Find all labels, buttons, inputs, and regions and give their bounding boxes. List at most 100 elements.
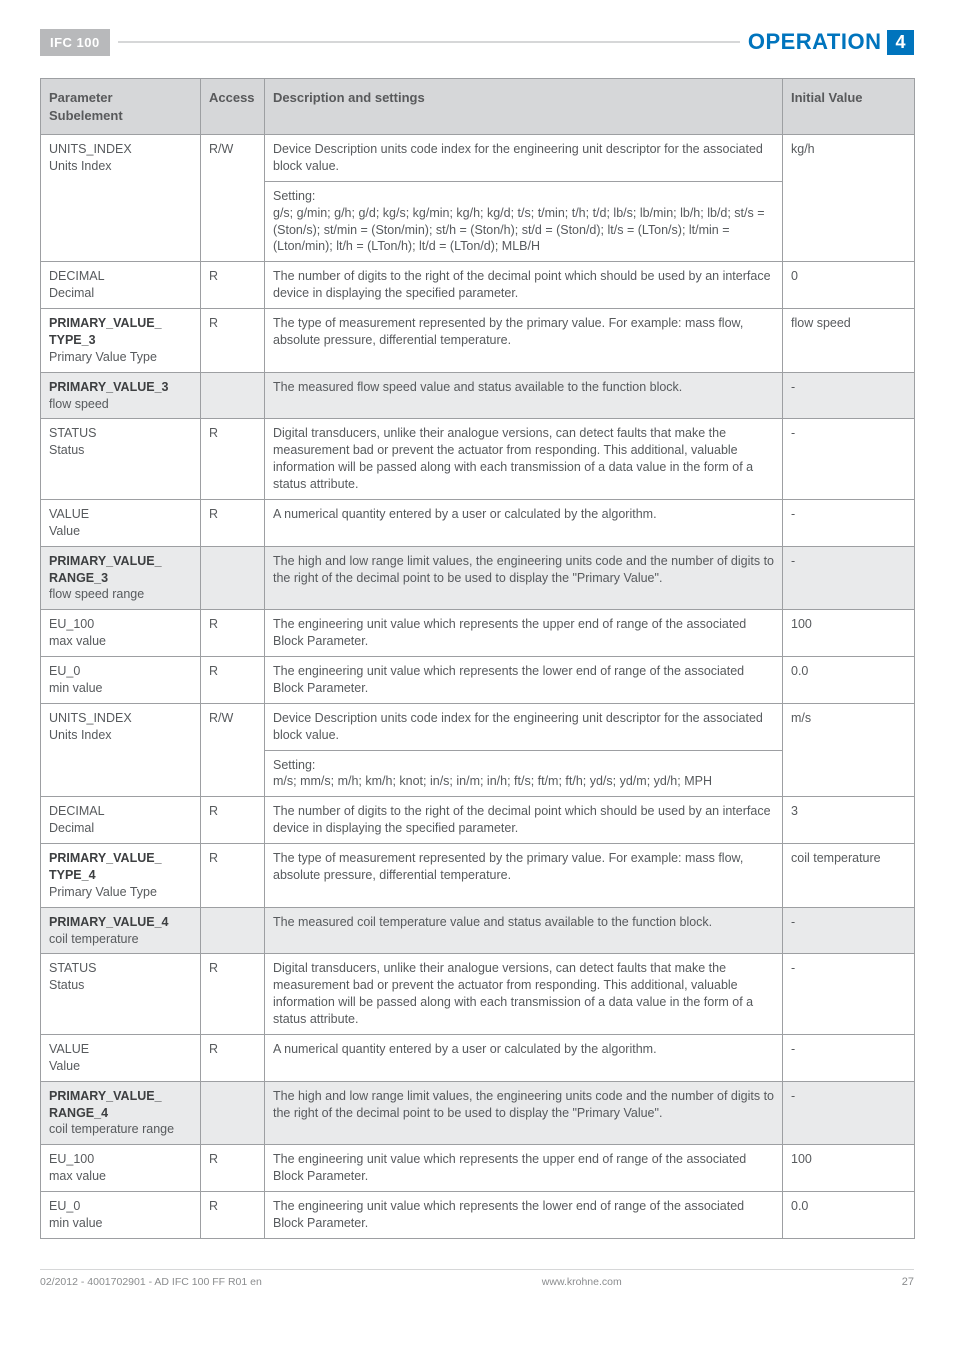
footer-pageno: 27 bbox=[902, 1276, 914, 1288]
cell-access bbox=[201, 546, 265, 610]
table-row: UNITS_INDEXUnits IndexR/WDevice Descript… bbox=[41, 703, 915, 750]
table-row: PRIMARY_VALUE_4coil temperature The measu… bbox=[41, 907, 915, 954]
cell-desc: Device Description units code index for … bbox=[265, 703, 783, 750]
page-header: IFC 100 OPERATION 4 bbox=[40, 28, 914, 56]
cell-param: DECIMALDecimal bbox=[41, 262, 201, 309]
table-header-row: ParameterSubelement Access Description a… bbox=[41, 79, 915, 135]
ifc-tag: IFC 100 bbox=[40, 29, 110, 56]
cell-initial: - bbox=[783, 1081, 915, 1145]
cell-initial: - bbox=[783, 372, 915, 419]
table-row: VALUEValueRA numerical quantity entered … bbox=[41, 1034, 915, 1081]
table-row: VALUEValueRA numerical quantity entered … bbox=[41, 499, 915, 546]
table-row: DECIMALDecimalRThe number of digits to t… bbox=[41, 797, 915, 844]
table-row: PRIMARY_VALUE_RANGE_3flow speed range The… bbox=[41, 546, 915, 610]
parameter-table: ParameterSubelement Access Description a… bbox=[40, 78, 915, 1239]
cell-desc: The measured coil temperature value and … bbox=[265, 907, 783, 954]
cell-initial: 0 bbox=[783, 262, 915, 309]
cell-param: EU_0min value bbox=[41, 1192, 201, 1239]
operation-text: OPERATION bbox=[748, 29, 882, 55]
col-initial: Initial Value bbox=[783, 79, 915, 135]
cell-access bbox=[201, 1081, 265, 1145]
cell-initial: - bbox=[783, 954, 915, 1035]
cell-access: R bbox=[201, 657, 265, 704]
cell-param: UNITS_INDEXUnits Index bbox=[41, 703, 201, 797]
cell-access: R/W bbox=[201, 703, 265, 797]
cell-param: STATUSStatus bbox=[41, 419, 201, 500]
cell-initial: 100 bbox=[783, 610, 915, 657]
cell-desc: The type of measurement represented by t… bbox=[265, 309, 783, 373]
table-row: EU_100max valueRThe engineering unit val… bbox=[41, 610, 915, 657]
cell-param: PRIMARY_VALUE_RANGE_3flow speed range bbox=[41, 546, 201, 610]
table-row: UNITS_INDEXUnits IndexR/WDevice Descript… bbox=[41, 135, 915, 182]
cell-desc: The engineering unit value which represe… bbox=[265, 1145, 783, 1192]
cell-desc: Device Description units code index for … bbox=[265, 135, 783, 182]
cell-desc: The type of measurement represented by t… bbox=[265, 844, 783, 908]
footer-center: www.krohne.com bbox=[542, 1276, 622, 1288]
cell-param: PRIMARY_VALUE_3flow speed bbox=[41, 372, 201, 419]
table-row: STATUSStatusRDigital transducers, unlike… bbox=[41, 419, 915, 500]
cell-desc: The measured flow speed value and status… bbox=[265, 372, 783, 419]
cell-param: PRIMARY_VALUE_TYPE_3Primary Value Type bbox=[41, 309, 201, 373]
cell-access: R/W bbox=[201, 135, 265, 262]
cell-param: PRIMARY_VALUE_TYPE_4Primary Value Type bbox=[41, 844, 201, 908]
cell-access: R bbox=[201, 1145, 265, 1192]
cell-desc: The number of digits to the right of the… bbox=[265, 797, 783, 844]
table-row: EU_0min valueRThe engineering unit value… bbox=[41, 1192, 915, 1239]
col-param: ParameterSubelement bbox=[41, 79, 201, 135]
header-rule bbox=[118, 41, 740, 43]
cell-desc: The number of digits to the right of the… bbox=[265, 262, 783, 309]
cell-desc: The engineering unit value which represe… bbox=[265, 610, 783, 657]
cell-initial: - bbox=[783, 419, 915, 500]
cell-access bbox=[201, 372, 265, 419]
cell-param: EU_100max value bbox=[41, 610, 201, 657]
cell-initial: 0.0 bbox=[783, 1192, 915, 1239]
cell-access: R bbox=[201, 1034, 265, 1081]
cell-desc: A numerical quantity entered by a user o… bbox=[265, 1034, 783, 1081]
cell-initial: - bbox=[783, 1034, 915, 1081]
cell-desc: A numerical quantity entered by a user o… bbox=[265, 499, 783, 546]
table-row: EU_100max valueRThe engineering unit val… bbox=[41, 1145, 915, 1192]
col-desc: Description and settings bbox=[265, 79, 783, 135]
page-footer: 02/2012 - 4001702901 - AD IFC 100 FF R01… bbox=[40, 1269, 914, 1288]
cell-param: PRIMARY_VALUE_4coil temperature bbox=[41, 907, 201, 954]
cell-initial: flow speed bbox=[783, 309, 915, 373]
cell-param: VALUEValue bbox=[41, 1034, 201, 1081]
table-row: PRIMARY_VALUE_3flow speed The measured fl… bbox=[41, 372, 915, 419]
section-number: 4 bbox=[887, 30, 914, 55]
cell-access: R bbox=[201, 610, 265, 657]
table-row: EU_0min valueRThe engineering unit value… bbox=[41, 657, 915, 704]
cell-param: EU_100max value bbox=[41, 1145, 201, 1192]
cell-initial: 0.0 bbox=[783, 657, 915, 704]
cell-access: R bbox=[201, 797, 265, 844]
page: IFC 100 OPERATION 4 ParameterSubelement … bbox=[0, 28, 954, 1288]
cell-access bbox=[201, 907, 265, 954]
cell-desc: Digital transducers, unlike their analog… bbox=[265, 419, 783, 500]
cell-initial: 3 bbox=[783, 797, 915, 844]
cell-access: R bbox=[201, 954, 265, 1035]
cell-access: R bbox=[201, 499, 265, 546]
cell-desc: Setting:m/s; mm/s; m/h; km/h; knot; in/s… bbox=[265, 750, 783, 797]
table-row: PRIMARY_VALUE_RANGE_4coil temperature ra… bbox=[41, 1081, 915, 1145]
cell-initial: - bbox=[783, 546, 915, 610]
cell-access: R bbox=[201, 1192, 265, 1239]
cell-initial: kg/h bbox=[783, 135, 915, 262]
cell-param: DECIMALDecimal bbox=[41, 797, 201, 844]
cell-desc: The high and low range limit values, the… bbox=[265, 1081, 783, 1145]
table-row: PRIMARY_VALUE_TYPE_3Primary Value TypeRT… bbox=[41, 309, 915, 373]
footer-left: 02/2012 - 4001702901 - AD IFC 100 FF R01… bbox=[40, 1276, 262, 1288]
cell-param: UNITS_INDEXUnits Index bbox=[41, 135, 201, 262]
cell-access: R bbox=[201, 844, 265, 908]
cell-initial: m/s bbox=[783, 703, 915, 797]
operation-title: OPERATION 4 bbox=[748, 29, 914, 55]
cell-desc: The engineering unit value which represe… bbox=[265, 657, 783, 704]
cell-desc: Digital transducers, unlike their analog… bbox=[265, 954, 783, 1035]
cell-access: R bbox=[201, 262, 265, 309]
cell-initial: coil temperature bbox=[783, 844, 915, 908]
cell-access: R bbox=[201, 309, 265, 373]
cell-desc: The engineering unit value which represe… bbox=[265, 1192, 783, 1239]
cell-desc: The high and low range limit values, the… bbox=[265, 546, 783, 610]
cell-param: PRIMARY_VALUE_RANGE_4coil temperature ra… bbox=[41, 1081, 201, 1145]
table-row: STATUSStatusRDigital transducers, unlike… bbox=[41, 954, 915, 1035]
cell-initial: - bbox=[783, 907, 915, 954]
cell-access: R bbox=[201, 419, 265, 500]
